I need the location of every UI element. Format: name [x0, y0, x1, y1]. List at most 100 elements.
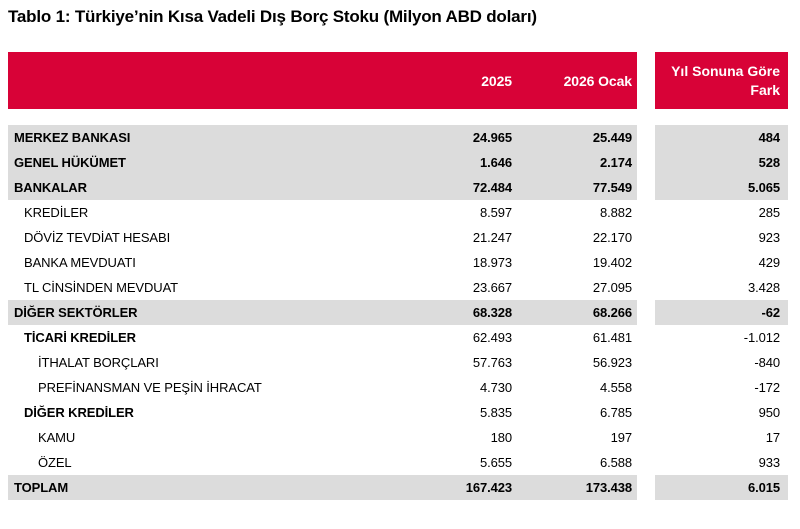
row-main: BANKALAR 72.484 77.549 [8, 175, 637, 200]
row-label: BANKALAR [14, 180, 87, 195]
row-label: TL CİNSİNDEN MEVDUAT [24, 280, 179, 295]
value-diff: 484 [758, 130, 780, 145]
column-gap [637, 150, 655, 175]
row-label: ÖZEL [38, 455, 72, 470]
value-diff: 285 [758, 205, 780, 220]
table-row: İTHALAT BORÇLARI 57.763 56.923 -840 [0, 350, 800, 375]
debt-table: 2025 2026 Ocak Yıl Sonuna Göre Fark MERK… [0, 52, 800, 500]
row-main: PREFİNANSMAN VE PEŞİN İHRACAT 4.730 4.55… [8, 375, 637, 400]
value-2026-ocak: 4.558 [599, 380, 632, 395]
column-header-diff: Yıl Sonuna Göre Fark [671, 63, 780, 98]
row-diff: 5.065 [655, 175, 788, 200]
table-row: BANKA MEVDUATI 18.973 19.402 429 [0, 250, 800, 275]
value-diff: -172 [754, 380, 780, 395]
value-2026-ocak: 173.438 [585, 480, 632, 495]
row-main: DİĞER SEKTÖRLER 68.328 68.266 [8, 300, 637, 325]
row-diff: 933 [655, 450, 788, 475]
value-2026-ocak: 2.174 [599, 155, 632, 170]
value-diff: 5.065 [747, 180, 780, 195]
value-2026-ocak: 6.588 [599, 455, 632, 470]
value-2026-ocak: 6.785 [599, 405, 632, 420]
row-main: DİĞER KREDİLER 5.835 6.785 [8, 400, 637, 425]
row-main: TİCARİ KREDİLER 62.493 61.481 [8, 325, 637, 350]
value-diff: 6.015 [747, 480, 780, 495]
table-header: 2025 2026 Ocak Yıl Sonuna Göre Fark [0, 52, 800, 109]
value-2025: 167.423 [465, 480, 512, 495]
column-header-2025: 2025 [481, 72, 512, 89]
table-row: DİĞER SEKTÖRLER 68.328 68.266 -62 [0, 300, 800, 325]
column-gap [637, 400, 655, 425]
row-diff: 484 [655, 125, 788, 150]
value-diff: 923 [758, 230, 780, 245]
row-diff: 429 [655, 250, 788, 275]
value-2025: 72.484 [472, 180, 512, 195]
value-diff: 429 [758, 255, 780, 270]
row-main: KREDİLER 8.597 8.882 [8, 200, 637, 225]
value-diff: -840 [754, 355, 780, 370]
value-2026-ocak: 56.923 [592, 355, 632, 370]
table-row: GENEL HÜKÜMET 1.646 2.174 528 [0, 150, 800, 175]
value-2026-ocak: 61.481 [592, 330, 632, 345]
table-header-diff: Yıl Sonuna Göre Fark [655, 52, 788, 109]
column-gap [637, 125, 655, 150]
column-gap [637, 275, 655, 300]
row-diff: 285 [655, 200, 788, 225]
value-diff: -1.012 [743, 330, 780, 345]
row-label: KREDİLER [24, 205, 89, 220]
table-row: ÖZEL 5.655 6.588 933 [0, 450, 800, 475]
row-label: DİĞER SEKTÖRLER [14, 305, 138, 320]
row-label: İTHALAT BORÇLARI [38, 355, 159, 370]
row-diff: 528 [655, 150, 788, 175]
table-row: KAMU 180 197 17 [0, 425, 800, 450]
row-label: KAMU [38, 430, 76, 445]
table-row: TOPLAM 167.423 173.438 6.015 [0, 475, 800, 500]
value-diff: -62 [761, 305, 781, 320]
row-main: İTHALAT BORÇLARI 57.763 56.923 [8, 350, 637, 375]
column-gap [637, 175, 655, 200]
value-2026-ocak: 25.449 [592, 130, 632, 145]
value-2025: 68.328 [472, 305, 512, 320]
row-label: PREFİNANSMAN VE PEŞİN İHRACAT [38, 380, 262, 395]
value-2025: 23.667 [472, 280, 512, 295]
value-2026-ocak: 19.402 [592, 255, 632, 270]
row-diff: 3.428 [655, 275, 788, 300]
value-diff: 17 [765, 430, 780, 445]
row-main: TL CİNSİNDEN MEVDUAT 23.667 27.095 [8, 275, 637, 300]
value-2025: 1.646 [479, 155, 512, 170]
value-2025: 180 [490, 430, 512, 445]
column-gap [637, 350, 655, 375]
table-row: TİCARİ KREDİLER 62.493 61.481 -1.012 [0, 325, 800, 350]
row-main: GENEL HÜKÜMET 1.646 2.174 [8, 150, 637, 175]
row-main: TOPLAM 167.423 173.438 [8, 475, 637, 500]
column-gap [637, 300, 655, 325]
value-2025: 62.493 [472, 330, 512, 345]
row-diff: -840 [655, 350, 788, 375]
row-label: TOPLAM [14, 480, 69, 495]
column-gap [637, 475, 655, 500]
row-main: ÖZEL 5.655 6.588 [8, 450, 637, 475]
value-2025: 8.597 [479, 205, 512, 220]
row-diff: -62 [655, 300, 788, 325]
value-2025: 18.973 [472, 255, 512, 270]
value-2026-ocak: 27.095 [592, 280, 632, 295]
value-2025: 4.730 [479, 380, 512, 395]
row-main: MERKEZ BANKASI 24.965 25.449 [8, 125, 637, 150]
row-diff: -172 [655, 375, 788, 400]
table-row: PREFİNANSMAN VE PEŞİN İHRACAT 4.730 4.55… [0, 375, 800, 400]
column-gap [637, 450, 655, 475]
value-diff: 3.428 [747, 280, 780, 295]
value-2025: 5.835 [479, 405, 512, 420]
row-label: MERKEZ BANKASI [14, 130, 131, 145]
table-header-main: 2025 2026 Ocak [8, 52, 637, 109]
value-2026-ocak: 8.882 [599, 205, 632, 220]
value-2026-ocak: 77.549 [592, 180, 632, 195]
table-row: MERKEZ BANKASI 24.965 25.449 484 [0, 125, 800, 150]
row-label: BANKA MEVDUATI [24, 255, 136, 270]
column-gap [637, 200, 655, 225]
row-diff: 6.015 [655, 475, 788, 500]
table-row: DİĞER KREDİLER 5.835 6.785 950 [0, 400, 800, 425]
value-2025: 57.763 [472, 355, 512, 370]
table-row: DÖVİZ TEVDİAT HESABI 21.247 22.170 923 [0, 225, 800, 250]
row-diff: -1.012 [655, 325, 788, 350]
